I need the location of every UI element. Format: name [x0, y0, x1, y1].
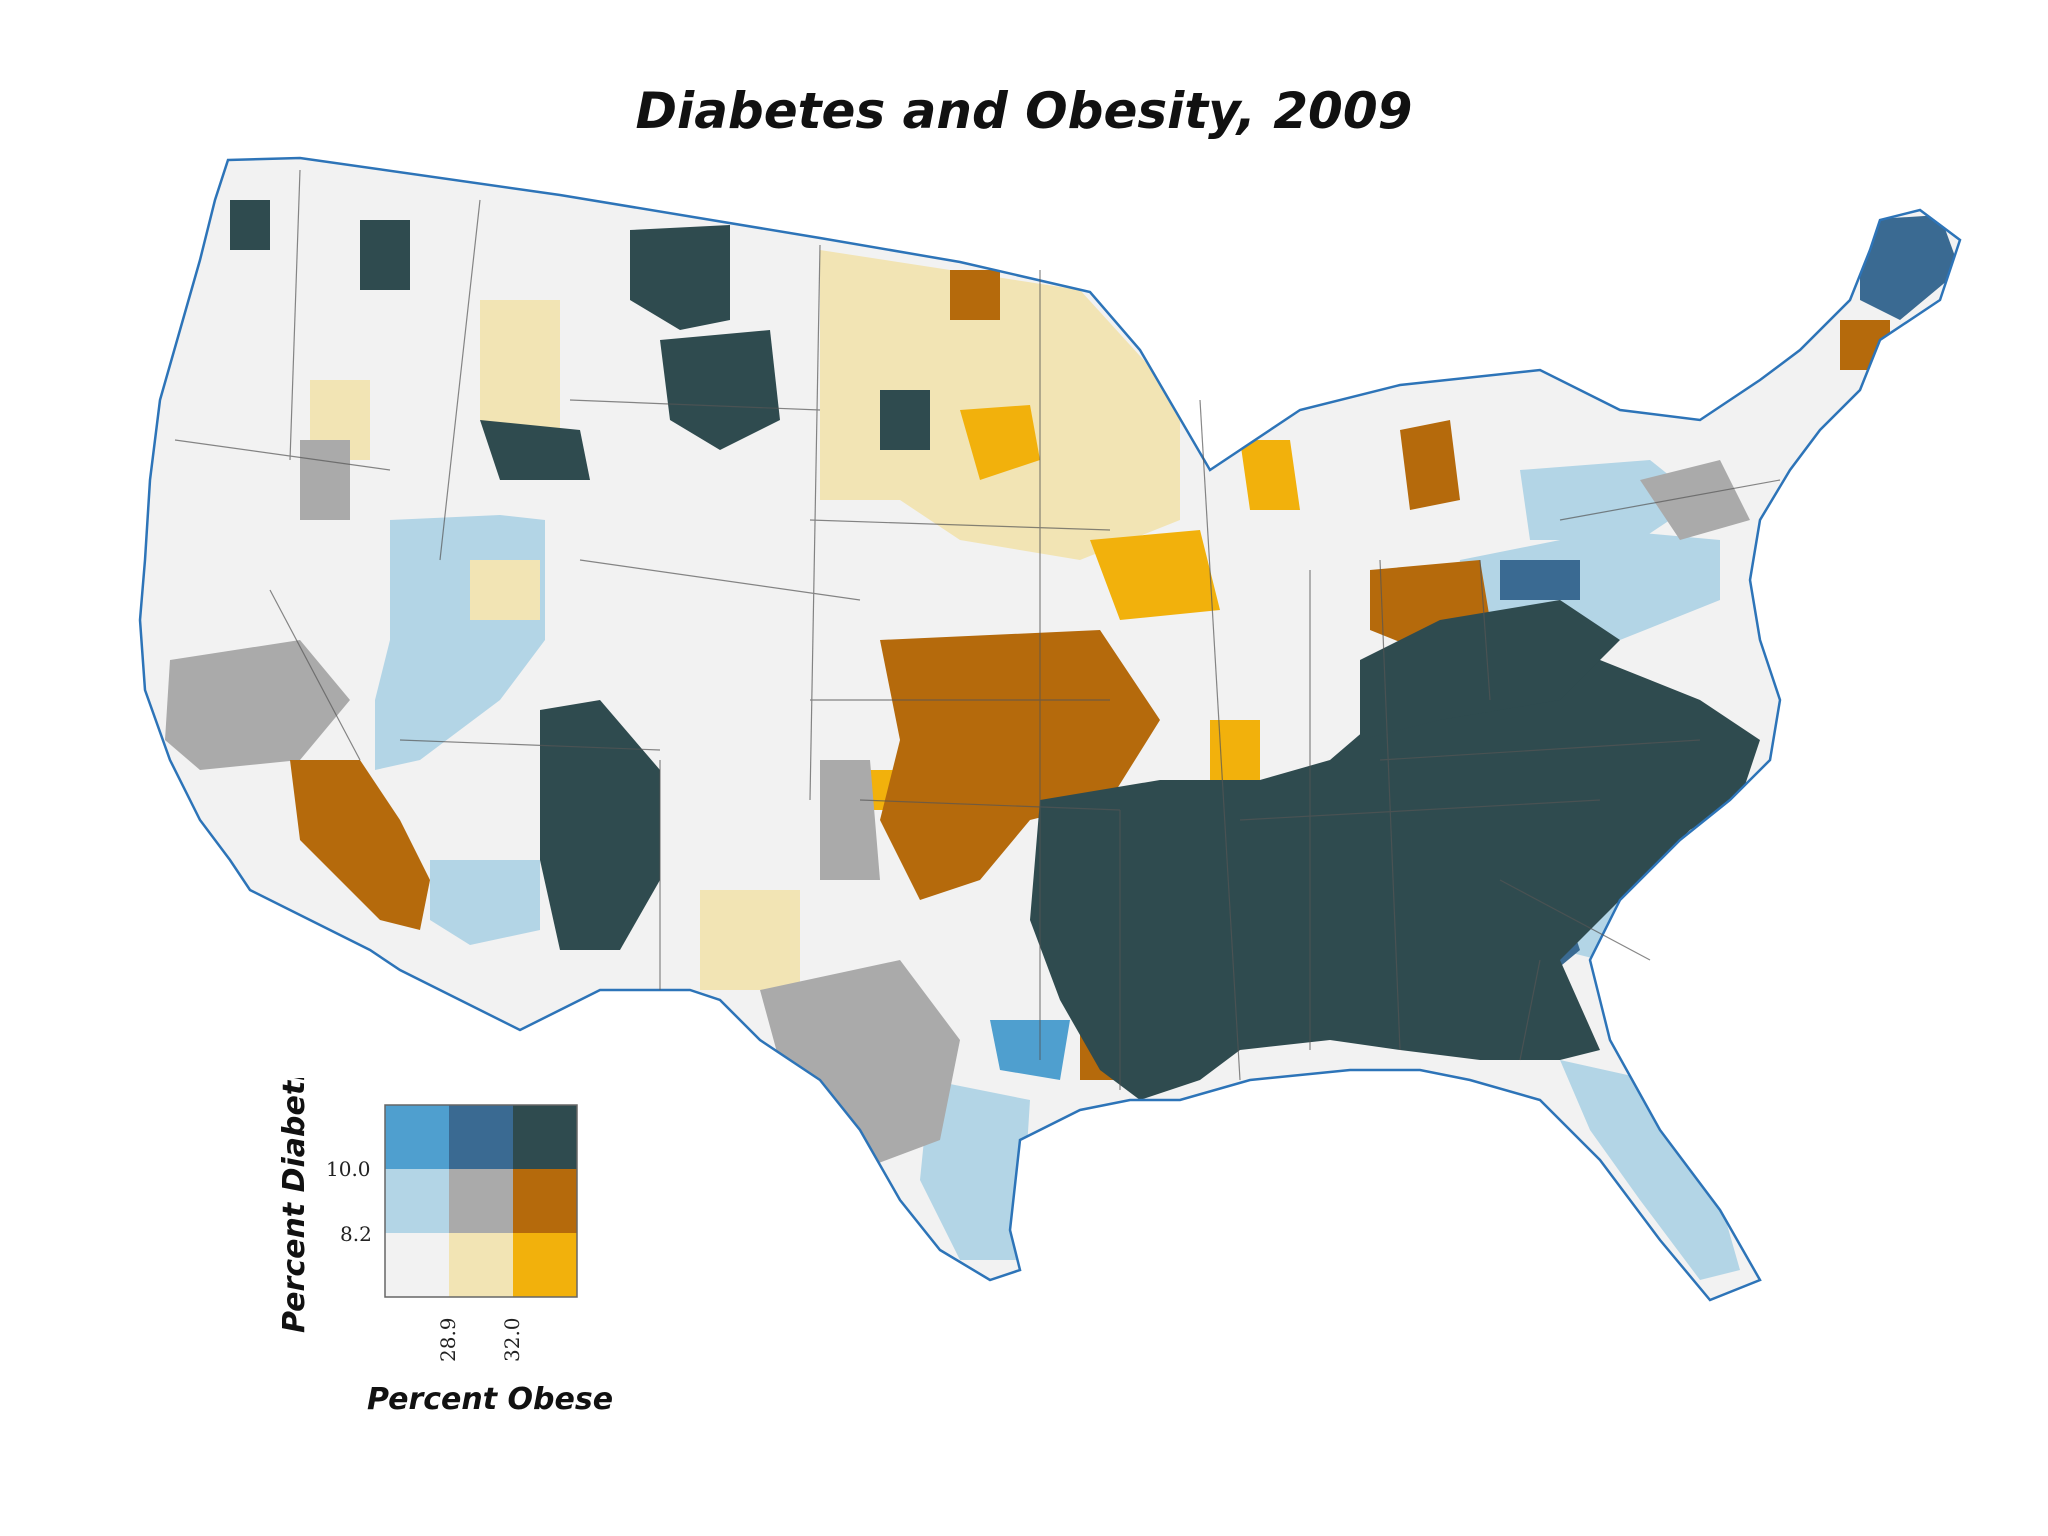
- region-south-dark: [1030, 640, 1760, 1100]
- legend-cell-r1-c0: [385, 1169, 449, 1233]
- region-sd-gold: [960, 405, 1040, 480]
- region-nd-orange: [950, 270, 1000, 320]
- region-maine-orange: [1840, 320, 1890, 370]
- region-oklahoma-gray: [820, 760, 880, 880]
- legend-cell-r0-c0: [385, 1105, 449, 1169]
- region-kentucky-dark: [1360, 600, 1620, 740]
- country-outline: [138, 156, 1962, 1302]
- state-borders: [174, 169, 1781, 1090]
- region-ohio-blue: [1500, 560, 1580, 600]
- legend-cell-r0-c1: [449, 1105, 513, 1169]
- region-washington-dark: [230, 200, 270, 250]
- region-idaho-dark: [480, 420, 590, 480]
- legend-x-tick-high: 32.0: [500, 1317, 524, 1362]
- region-wyoming-dark: [660, 330, 780, 450]
- legend-cell-r2-c2: [513, 1233, 577, 1297]
- map-title: Diabetes and Obesity, 2009: [635, 82, 1413, 140]
- region-maine-blue: [1860, 215, 1960, 320]
- region-michigan-orange: [1400, 420, 1460, 510]
- legend-y-axis: Percent Diabetic: [264, 1053, 324, 1338]
- region-montana-dark: [630, 225, 730, 330]
- region-utah-cream: [470, 560, 540, 620]
- legend-cell-r2-c0: [385, 1233, 449, 1297]
- region-idaho-cream: [480, 300, 560, 460]
- region-oregon-gray: [300, 440, 350, 520]
- legend-cell-r2-c1: [449, 1233, 513, 1297]
- region-texas-central-blue: [990, 1020, 1070, 1080]
- region-florida: [1560, 1060, 1740, 1280]
- legend-cell-r1-c1: [449, 1169, 513, 1233]
- region-plains-north: [820, 250, 1180, 560]
- region-north-idaho-dark: [360, 220, 410, 290]
- region-colorado-dark: [540, 700, 660, 950]
- region-new-mexico-east: [700, 890, 800, 990]
- region-nevada-gray: [165, 640, 350, 770]
- legend-cell-r1-c2: [513, 1169, 577, 1233]
- legend-x-label: Percent Obese: [366, 1382, 614, 1417]
- region-wisconsin-gold: [1240, 440, 1300, 510]
- legend-y-label: Percent Diabetic: [277, 1078, 312, 1333]
- legend-grid: [384, 1104, 578, 1298]
- region-kansas-oklahoma-orange: [880, 630, 1160, 900]
- region-socal-orange: [290, 760, 430, 930]
- legend-y-tick-high: 10.0: [326, 1157, 371, 1181]
- legend-x-tick-low: 28.9: [436, 1317, 460, 1362]
- region-texas-south: [920, 1080, 1030, 1260]
- region-ny-gray: [1640, 460, 1750, 540]
- region-sd-dark: [880, 390, 930, 450]
- legend-y-tick-low: 8.2: [340, 1222, 372, 1246]
- region-arizona-west: [430, 860, 540, 945]
- region-iowa-gold: [1090, 530, 1220, 620]
- legend-cell-r0-c2: [513, 1105, 577, 1169]
- region-missouri-gold: [1210, 720, 1260, 780]
